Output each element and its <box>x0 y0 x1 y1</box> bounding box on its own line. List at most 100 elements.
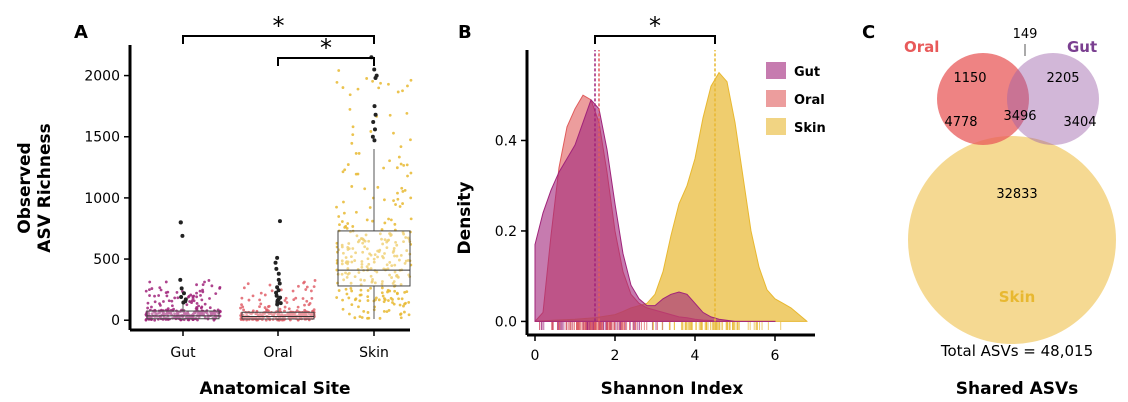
panel-a-jitter-point <box>369 274 373 278</box>
panel-a-jitter-point <box>187 294 191 298</box>
panel-a-jitter-point <box>247 298 251 302</box>
panel-a-jitter-point <box>400 297 404 301</box>
panel-a-jitter-point <box>345 292 349 296</box>
panel-a-jitter-point <box>299 312 303 316</box>
panel-a-jitter-point <box>263 293 267 297</box>
panel-a-jitter-point <box>365 265 369 269</box>
panel-a-jitter-point <box>351 125 355 129</box>
panel-a-jitter-point <box>354 210 358 214</box>
panel-a-jitter-point <box>197 315 201 319</box>
panel-a-jitter-point <box>396 197 400 201</box>
panel-a-jitter-point <box>246 282 250 286</box>
panel-a-sig-bracket <box>182 35 375 44</box>
panel-a-jitter-point <box>340 272 344 276</box>
panel-a-jitter-point <box>357 271 361 274</box>
panel-a-jitter-point <box>393 270 397 274</box>
panel-a-jitter-point <box>285 301 289 304</box>
panel-a-jitter-point <box>153 318 157 322</box>
venn-count-gut: 2205 <box>1046 71 1079 86</box>
panel-b-sig-star: * <box>649 12 661 40</box>
panel-a-jitter-point <box>407 273 411 277</box>
panel-a-jitter-point <box>365 77 369 80</box>
panel-a-jitter-point <box>165 294 169 298</box>
panel-a-jitter-point <box>383 252 386 255</box>
panel-a-jitter-point <box>388 261 392 264</box>
venn-label-skin: Skin <box>999 288 1036 306</box>
panel-a-jitter-point <box>148 280 152 284</box>
panel-a-jitter-point <box>195 295 199 299</box>
panel-a-jitter-point <box>402 240 405 244</box>
panel-a-jitter-point <box>345 260 349 264</box>
panel-a-jitter-point <box>360 265 364 269</box>
panel-a-jitter-point <box>353 259 357 262</box>
panel-a-jitter-point <box>195 283 198 287</box>
panel-a-jitter-point <box>395 291 399 295</box>
panel-a-jitter-point <box>358 293 362 297</box>
panel-a-jitter-point <box>399 145 403 149</box>
panel-a-jitter-point <box>387 308 391 312</box>
panel-a-jitter-point <box>376 185 380 189</box>
panel-a-jitter-point <box>399 283 403 286</box>
panel-a-jitter-point <box>146 306 150 310</box>
panel-a-jitter-point <box>402 164 406 167</box>
panel-a-jitter-point <box>342 211 346 215</box>
panel-b-x-tick-label: 6 <box>771 348 780 364</box>
panel-a-jitter-point <box>366 299 370 302</box>
panel-a-jitter-point <box>359 288 363 292</box>
panel-a-jitter-point <box>377 86 381 90</box>
panel-a-jitter-point <box>403 261 407 265</box>
panel-a-jitter-point <box>167 299 171 303</box>
panel-a-jitter-point <box>192 299 196 303</box>
panel-a-jitter-point <box>341 170 345 174</box>
panel-a-jitter-point <box>361 250 365 254</box>
panel-a-jitter-point <box>195 291 198 295</box>
panel-a-jitter-point <box>354 297 358 301</box>
panel-a-jitter-point <box>405 290 409 293</box>
panel-a-jitter-point <box>380 282 384 286</box>
panel-a-jitter-point <box>147 312 151 316</box>
panel-a-jitter-point <box>409 196 413 200</box>
panel-a-jitter-point <box>390 276 393 279</box>
panel-a-jitter-point <box>348 107 352 111</box>
panel-a-jitter-point <box>360 316 364 319</box>
panel-a-jitter-point <box>392 249 396 253</box>
panel-a-jitter-point <box>392 280 396 283</box>
panel-a-jitter-point <box>386 288 390 292</box>
panel-a-jitter-point <box>388 273 391 277</box>
panel-a-jitter-point <box>391 298 394 301</box>
panel-a-jitter-point <box>150 312 154 316</box>
panel-a-jitter-point <box>357 239 361 242</box>
panel-b-y-tick-label: 0.4 <box>495 133 517 149</box>
panel-a-outlier <box>277 281 282 286</box>
panel-a-jitter-point <box>377 298 381 302</box>
panel-a-jitter-point <box>268 283 272 287</box>
panel-a-y-tick-label: 500 <box>93 252 120 268</box>
panel-a-jitter-point <box>240 296 244 300</box>
panel-a-jitter-point <box>362 238 366 242</box>
panel-a-jitter-point <box>396 191 399 195</box>
panel-a-jitter-point <box>404 236 408 239</box>
panel-a-jitter-point <box>397 297 400 301</box>
panel-a-jitter-point <box>383 298 387 302</box>
panel-a-jitter-point <box>379 81 382 85</box>
panel-a-outlier <box>373 76 378 81</box>
panel-a-jitter-point <box>249 312 253 316</box>
panel-a-jitter-point <box>305 299 309 303</box>
panel-a-jitter-point <box>373 281 377 285</box>
panel-a-jitter-point <box>239 314 243 317</box>
panel-a-jitter-point <box>212 318 216 322</box>
panel-a-jitter-point <box>346 163 350 166</box>
panel-a-outlier <box>274 293 279 298</box>
panel-a-outlier <box>275 302 280 307</box>
panel-a-jitter-point <box>340 259 344 263</box>
panel-a-jitter-point <box>208 306 212 310</box>
panel-a-jitter-point <box>360 260 364 263</box>
panel-a-jitter-point <box>394 240 397 244</box>
panel-b-y-tick-label: 0.2 <box>495 224 517 240</box>
panel-a-jitter-point <box>157 294 161 297</box>
panel-a-outlier <box>276 288 281 293</box>
panel-a-outlier <box>372 104 377 109</box>
panel-a-jitter-point <box>283 309 286 313</box>
panel-b-sig-bracket <box>594 35 716 44</box>
panel-a-jitter-point <box>340 245 344 249</box>
